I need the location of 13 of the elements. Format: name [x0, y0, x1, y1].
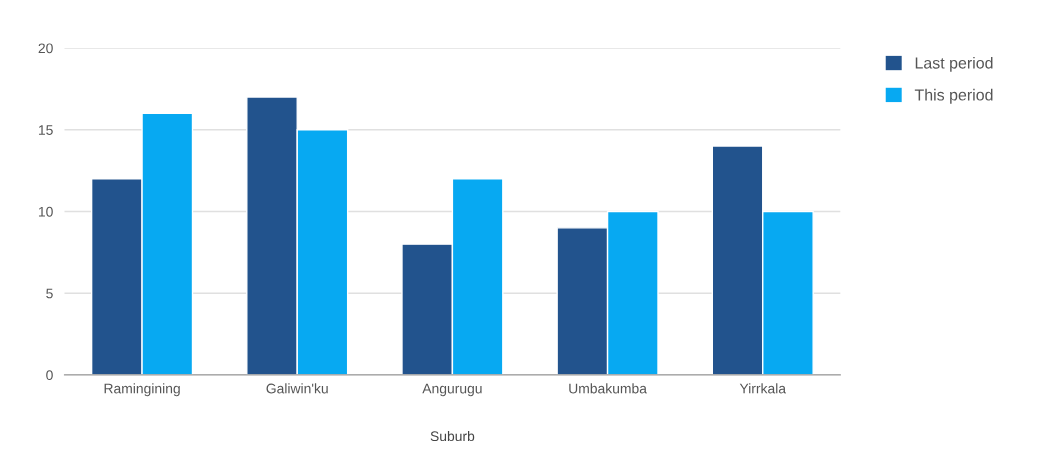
x-tick-label: Angurugu	[422, 383, 482, 397]
y-tick-label: 5	[46, 288, 53, 299]
y-tick-label: 0	[46, 370, 53, 381]
x-axis-title: Suburb	[430, 430, 475, 442]
x-tick-label: Ramingining	[104, 383, 180, 397]
x-tick-label: Galiwin'ku	[266, 383, 328, 394]
legend-label: Last period	[915, 56, 993, 72]
x-tick-label: Yirrkala	[739, 383, 787, 394]
y-tick-label: 10	[38, 206, 53, 217]
x-tick-label: Umbakumba	[569, 383, 647, 394]
y-tick-label: 20	[38, 43, 53, 54]
y-tick-label: 15	[38, 125, 53, 135]
legend-label: This period	[914, 88, 993, 104]
